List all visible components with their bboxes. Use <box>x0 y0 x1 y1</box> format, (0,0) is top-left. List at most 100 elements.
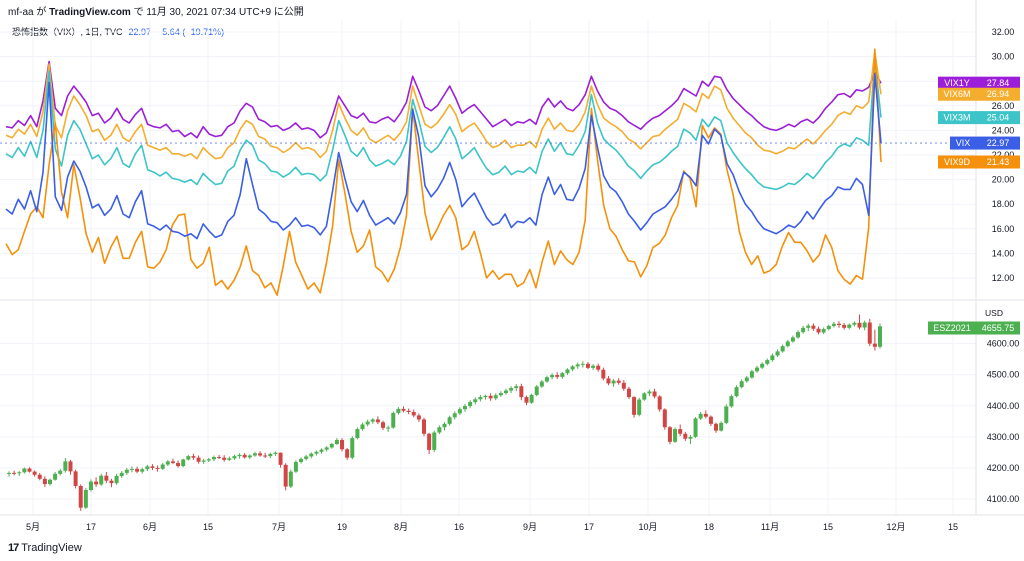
candle <box>611 379 616 387</box>
candle-body <box>386 427 391 429</box>
candle-body <box>509 388 514 391</box>
candle <box>386 425 391 432</box>
x-tick-label: 8月 <box>394 522 408 532</box>
es-name-text: ESZ2021 <box>933 323 971 333</box>
candle <box>673 427 678 443</box>
candle <box>206 457 211 463</box>
candle-body <box>329 444 334 448</box>
series-line-vix1y <box>5 60 882 139</box>
candle-body <box>765 360 770 364</box>
candle-body <box>345 449 350 458</box>
candle-body <box>411 412 416 416</box>
candle <box>319 448 324 454</box>
candle <box>503 388 508 395</box>
currency-label: USD <box>985 308 1003 318</box>
candle <box>396 407 401 415</box>
candle-body <box>811 325 816 329</box>
vix-series-lines <box>5 48 882 296</box>
candle <box>647 389 652 397</box>
candle-body <box>867 322 872 344</box>
candle-body <box>437 427 442 433</box>
candle-body <box>227 458 232 460</box>
candle <box>760 362 765 370</box>
candle <box>539 380 544 388</box>
candle <box>88 479 93 492</box>
candle-body <box>816 328 821 333</box>
candle <box>119 471 124 478</box>
series-value-tag <box>976 111 1020 125</box>
candle-body <box>478 397 483 400</box>
series-line-vix6m <box>5 50 882 160</box>
candle-body <box>53 473 58 480</box>
candle-body <box>37 474 42 479</box>
x-tick-label: 11月 <box>761 522 779 532</box>
candle <box>780 344 785 353</box>
es-name-tag <box>928 321 976 335</box>
candle <box>683 431 688 441</box>
candle <box>452 411 457 420</box>
vix-y-axis: 12.00 14.00 16.00 18.00 20.00 22.00 24.00 26.00… <box>992 27 1015 283</box>
candle <box>370 418 375 424</box>
candle <box>160 462 165 470</box>
vix-y-tick-label: 22.00 <box>992 150 1015 160</box>
vix-y-tick-label: 26.00 <box>992 101 1015 111</box>
candle <box>324 446 329 452</box>
candle-body <box>309 453 314 457</box>
series-label-vix1y: VIX1Y 27.84 <box>938 76 1020 90</box>
candle <box>534 384 539 397</box>
candle-body <box>427 433 432 450</box>
candle-body <box>83 489 88 508</box>
candle-body <box>119 472 124 477</box>
candle <box>667 425 672 445</box>
candle-body <box>304 456 309 459</box>
candle <box>109 478 114 488</box>
candle <box>652 388 657 399</box>
candle-body <box>145 466 150 470</box>
candle <box>816 326 821 335</box>
candle <box>662 408 667 430</box>
publish-info: mf-aa が TradingView.com で 11月 30, 2021 0… <box>8 3 304 18</box>
series-value-text: 22.97 <box>987 138 1010 148</box>
candle <box>498 391 503 397</box>
candle <box>27 467 32 473</box>
x-tick-label: 12月 <box>886 522 905 532</box>
candle-body <box>63 461 68 471</box>
candle <box>268 452 273 458</box>
candle-body <box>160 464 165 469</box>
x-tick-label: 18 <box>704 522 714 532</box>
author-name: mf-aa <box>8 7 34 18</box>
candle-body <box>129 468 134 470</box>
candle <box>135 466 140 474</box>
candle-body <box>872 343 877 347</box>
candle-body <box>355 429 360 439</box>
candle-body <box>652 391 657 397</box>
x-tick-label: 16 <box>454 522 464 532</box>
candle-body <box>483 395 488 398</box>
candle <box>462 403 467 412</box>
candle-body <box>503 390 508 394</box>
candle-body <box>78 485 83 508</box>
candle <box>283 463 288 491</box>
candle <box>678 424 683 437</box>
candle-body <box>391 412 396 428</box>
series-value-text: 26.94 <box>987 89 1010 99</box>
candle <box>150 464 155 471</box>
series-name-tag <box>938 76 976 90</box>
candle <box>606 375 611 386</box>
candle-body <box>734 387 739 397</box>
candle-body <box>550 375 555 378</box>
candle <box>83 488 88 509</box>
candle <box>232 454 237 460</box>
candle <box>806 323 811 332</box>
candle-body <box>847 324 852 328</box>
candle <box>314 450 319 456</box>
candle-body <box>760 363 765 368</box>
candle <box>222 455 227 462</box>
candle-body <box>114 476 119 484</box>
candle-body <box>88 481 93 490</box>
candle-body <box>744 377 749 382</box>
candle <box>381 420 386 431</box>
candle-body <box>334 439 339 445</box>
candle-body <box>719 422 724 431</box>
